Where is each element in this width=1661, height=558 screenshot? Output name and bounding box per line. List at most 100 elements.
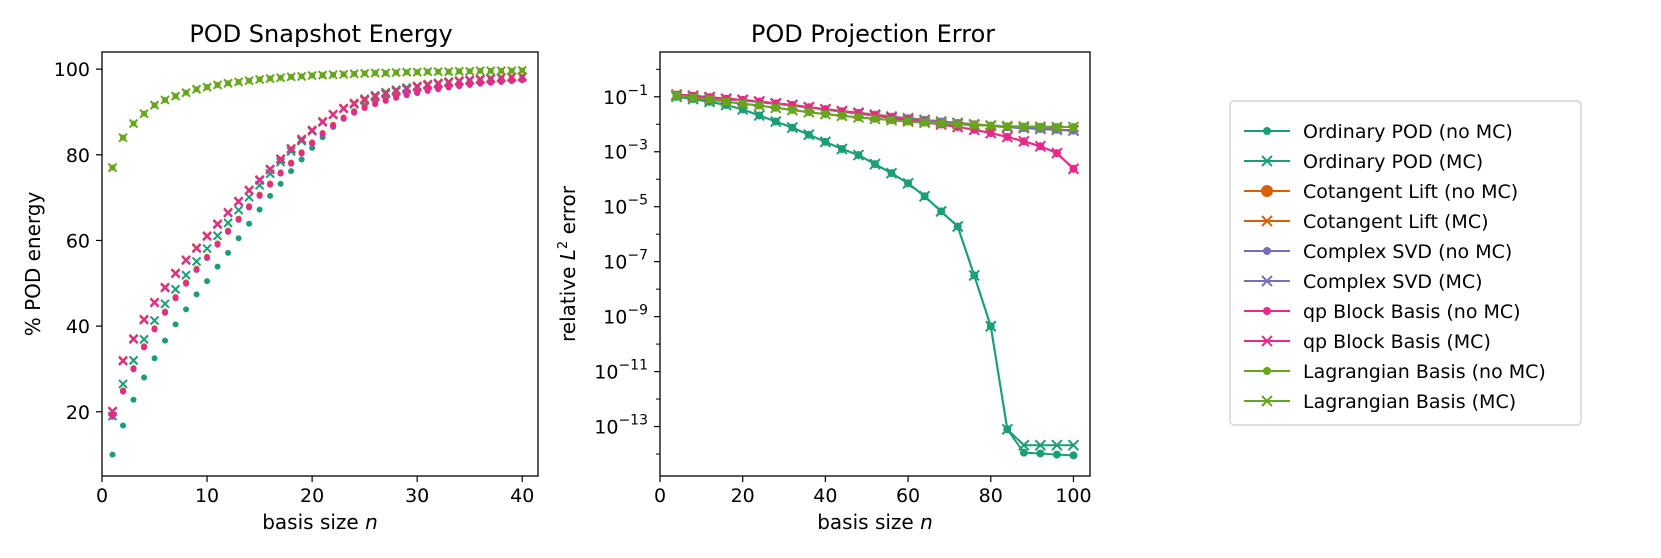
data-point: [244, 185, 254, 196]
data-point: [370, 91, 380, 102]
data-point: [836, 110, 848, 122]
energy-ytick-label: 100: [54, 59, 90, 81]
data-point: [181, 270, 191, 280]
data-point: [120, 422, 127, 429]
legend-entry: Complex SVD (MC): [1244, 271, 1483, 293]
data-point: [918, 116, 931, 129]
data-point: [128, 334, 139, 344]
legend-frame: [1229, 100, 1582, 426]
legend-entry: Lagrangian Basis (MC): [1244, 391, 1516, 413]
data-point: [139, 314, 149, 325]
data-point: [212, 80, 223, 90]
data-point: [212, 219, 223, 229]
data-point: [1036, 449, 1045, 458]
data-point: [214, 263, 221, 270]
series-lagrangian-basis-mc: [670, 89, 1080, 133]
data-point: [1052, 450, 1061, 459]
legend-marker: [1263, 367, 1271, 375]
data-point: [170, 284, 181, 294]
data-point: [687, 91, 699, 104]
data-point: [382, 97, 389, 104]
error-axes-frame: [659, 51, 1091, 477]
error-chart: POD Projection Error 0 20 40 60 80 100 10−1 10−…: [556, 20, 1092, 534]
data-point: [307, 125, 317, 136]
data-point: [786, 104, 799, 116]
data-point: [223, 218, 233, 228]
data-point: [803, 106, 815, 118]
data-point: [225, 249, 232, 256]
data-point: [424, 87, 431, 94]
data-point: [753, 99, 765, 112]
error-ytick-label: 10−13: [594, 413, 648, 439]
data-point: [412, 67, 422, 77]
data-point: [422, 80, 433, 90]
error-axis-ticks: 0 20 40 60 80 100 10−1 10−3 10−5 10−7 10−9 10−11 10−…: [594, 68, 1092, 507]
error-ytick-label: 10−1: [603, 83, 648, 109]
legend-label: Complex SVD (MC): [1303, 271, 1483, 293]
data-point: [193, 266, 200, 273]
energy-xtick-label: 10: [195, 485, 219, 507]
data-point: [507, 66, 517, 76]
data-point: [401, 84, 412, 94]
legend-label: Complex SVD (no MC): [1303, 241, 1512, 263]
legend-label: Lagrangian Basis (MC): [1303, 391, 1516, 413]
error-xtick-label: 100: [1055, 485, 1091, 507]
energy-ytick-label: 20: [66, 402, 90, 424]
legend-entry: qp Block Basis (no MC): [1244, 301, 1521, 323]
data-point: [1067, 121, 1080, 133]
data-point: [141, 374, 148, 381]
data-point: [286, 146, 296, 157]
error-ytick-label: 10−3: [603, 138, 648, 164]
energy-axes-frame: [101, 51, 539, 477]
data-point: [256, 192, 263, 199]
legend-marker: [1263, 127, 1271, 135]
series-cotangent-lift-mc: [107, 71, 527, 416]
data-point: [254, 74, 265, 85]
data-point: [141, 344, 148, 351]
error-xtick-label: 20: [731, 485, 755, 507]
data-point: [107, 406, 118, 417]
data-point: [486, 73, 496, 84]
legend-marker: [1261, 185, 1273, 197]
data-point: [204, 254, 211, 261]
data-point: [330, 122, 337, 129]
error-xlabel: basis size n: [817, 510, 933, 534]
series-qp-block-basis-mc: [107, 72, 527, 417]
data-point: [349, 69, 359, 79]
error-ytick-label: 10−5: [603, 193, 648, 219]
error-xtick-label: 0: [654, 485, 666, 507]
data-point: [202, 82, 212, 92]
data-point: [445, 84, 452, 91]
data-point: [233, 205, 244, 215]
data-point: [149, 297, 160, 308]
data-point: [246, 204, 253, 211]
data-point: [275, 72, 286, 83]
data-point: [172, 321, 179, 328]
data-point: [1034, 140, 1047, 152]
data-point: [109, 451, 116, 458]
series-lagrangian-basis-no-mc: [109, 67, 526, 171]
data-point: [902, 115, 914, 128]
data-point: [204, 278, 211, 285]
data-point: [128, 118, 139, 129]
data-point: [275, 157, 286, 167]
data-point: [401, 67, 412, 77]
data-point: [869, 113, 881, 125]
data-point: [296, 134, 307, 145]
data-point: [256, 206, 263, 213]
legend-label: Cotangent Lift (MC): [1303, 211, 1489, 233]
energy-ytick-label: 40: [66, 316, 90, 338]
data-point: [951, 118, 964, 130]
series-ordinary-pod-no-mc: [109, 74, 526, 458]
data-point: [160, 95, 170, 105]
data-point: [486, 66, 496, 76]
legend-label: Lagrangian Basis (no MC): [1303, 361, 1546, 383]
data-point: [819, 136, 832, 148]
data-point: [433, 78, 443, 89]
energy-xlabel: basis size n: [262, 510, 378, 534]
legend-entry: Ordinary POD (no MC): [1244, 121, 1513, 143]
legend-entry: Cotangent Lift (MC): [1244, 211, 1489, 233]
data-point: [391, 86, 401, 96]
